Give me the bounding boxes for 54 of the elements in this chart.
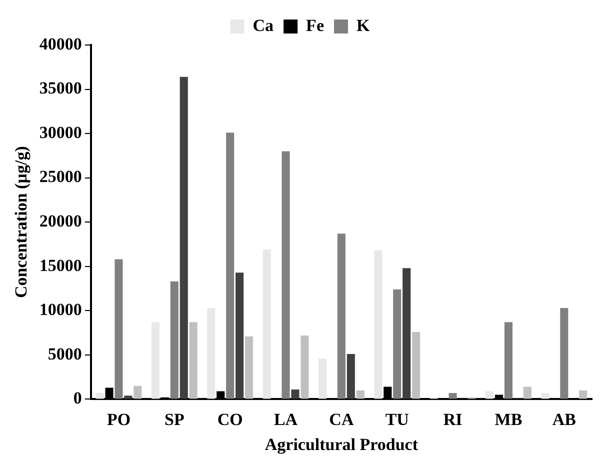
legend-label: Ca: [252, 16, 274, 35]
bar: [151, 322, 160, 399]
y-tick-label: 15000: [39, 256, 82, 275]
legend-label: K: [356, 16, 370, 35]
bar: [300, 335, 309, 399]
x-tick-label: CO: [217, 410, 243, 429]
bar: [134, 386, 142, 399]
bar: [541, 393, 550, 399]
bar: [523, 386, 532, 399]
x-tick-label: CA: [329, 410, 354, 429]
bar: [393, 289, 402, 399]
x-tick-label: LA: [274, 410, 298, 429]
bar: [337, 234, 346, 399]
bar: [504, 322, 513, 399]
y-tick-label: 35000: [39, 78, 82, 98]
bar: [180, 76, 188, 399]
bar: [579, 390, 588, 399]
y-tick-label: 25000: [39, 167, 82, 186]
bar: [448, 393, 457, 399]
bar: [282, 151, 290, 399]
bar: [291, 389, 300, 399]
bar: [170, 281, 178, 399]
y-tick-label: 40000: [39, 34, 82, 54]
x-tick-label: SP: [164, 410, 184, 429]
bar: [96, 393, 104, 399]
bar: [374, 250, 382, 399]
y-tick-label: 20000: [39, 211, 82, 230]
legend-label: Fe: [306, 16, 324, 35]
x-axis-title: Agricultural Product: [264, 435, 418, 454]
bar: [560, 308, 568, 399]
y-tick-label: 0: [73, 388, 82, 408]
bar: [114, 259, 123, 399]
y-axis-title: Concentration (µg/g): [12, 146, 31, 298]
y-tick-label: 5000: [48, 344, 82, 364]
bar: [207, 308, 216, 399]
bar: [262, 250, 271, 399]
bar: [189, 322, 198, 399]
y-tick-label: 30000: [39, 122, 82, 142]
bar: [318, 358, 327, 399]
bar: [245, 336, 254, 399]
bar: [412, 332, 420, 399]
bar: [124, 396, 132, 399]
x-tick-label: MB: [494, 410, 522, 429]
bar: [346, 354, 355, 399]
x-tick-label: PO: [106, 410, 131, 429]
bar: [236, 272, 244, 399]
x-tick-label: AB: [552, 410, 576, 429]
bar: [486, 391, 494, 399]
x-tick-label: TU: [385, 410, 409, 429]
bar: [402, 268, 411, 399]
y-tick-label: 10000: [39, 300, 82, 320]
bar: [356, 390, 364, 399]
x-tick-label: RI: [443, 410, 463, 429]
bar: [226, 132, 234, 399]
